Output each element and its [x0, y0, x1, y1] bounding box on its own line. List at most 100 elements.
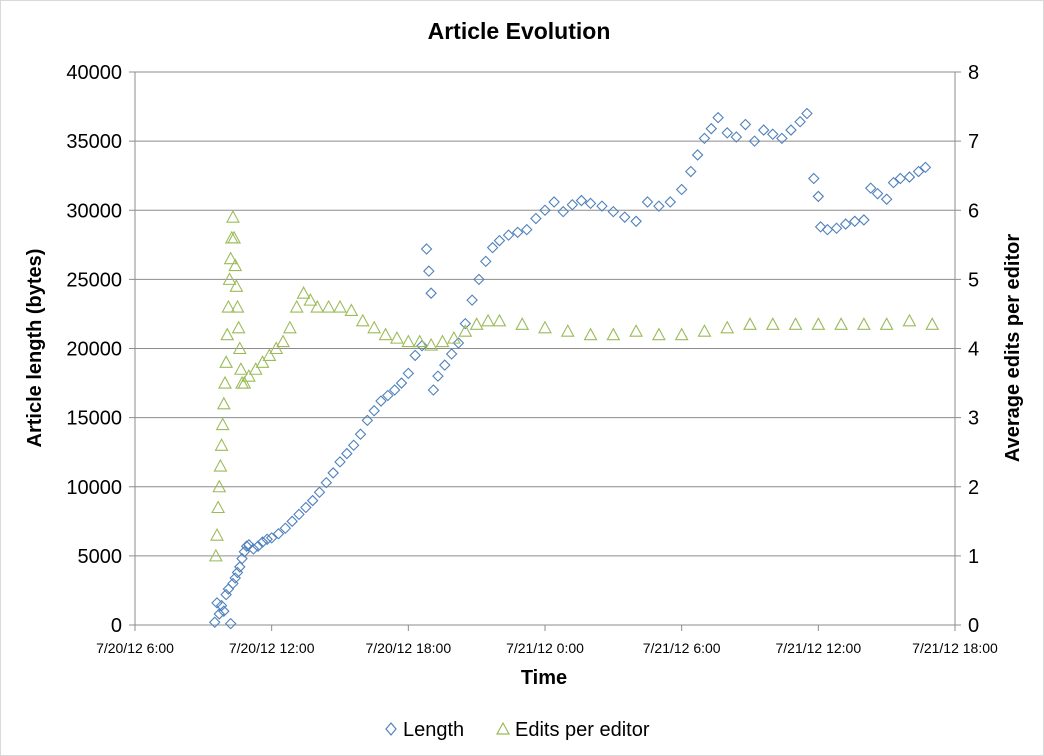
length-point — [361, 414, 374, 427]
edits-per-editor-point — [834, 317, 849, 330]
edits-per-editor-point — [222, 272, 237, 285]
length-point — [880, 193, 893, 205]
length-point — [427, 384, 440, 396]
edits-per-editor-point — [492, 313, 507, 327]
length-point — [425, 287, 437, 299]
axis-lines — [129, 71, 961, 631]
gridlines — [135, 71, 955, 557]
length-point — [445, 348, 458, 360]
length-point — [705, 122, 718, 135]
length-point — [452, 337, 465, 349]
length-point — [912, 165, 925, 178]
length-point — [279, 522, 292, 535]
length-point — [215, 599, 228, 612]
length-point — [218, 605, 230, 617]
edits-per-editor-point — [367, 320, 382, 334]
edits-per-editor-point — [355, 313, 370, 327]
length-point — [293, 508, 305, 521]
length-point — [334, 456, 346, 468]
length-point — [511, 226, 524, 239]
length-point — [252, 540, 264, 552]
edits-per-editor-point — [296, 286, 311, 299]
y2-tick-label: 5 — [968, 269, 979, 291]
length-point — [416, 339, 428, 352]
length-point — [420, 243, 433, 255]
length-point — [240, 540, 253, 552]
legend-edits-label: Edits per editor — [515, 719, 650, 741]
edits-per-editor-point — [237, 375, 252, 389]
y-tick-label: 0 — [111, 615, 122, 637]
length-point — [347, 439, 360, 452]
x-tick-label: 7/21/12 6:00 — [643, 640, 721, 656]
length-point — [830, 222, 843, 235]
legend: Length Edits per editor — [385, 719, 650, 741]
y-tick-label: 15000 — [66, 408, 122, 430]
length-point — [691, 149, 704, 161]
length-point — [839, 218, 852, 230]
length-point — [300, 501, 312, 514]
length-point — [801, 107, 813, 120]
edits-per-editor-point — [208, 548, 223, 562]
y-tick-label: 40000 — [66, 62, 122, 84]
edits-per-editor-point — [211, 500, 226, 514]
length-point — [409, 349, 421, 362]
edits-per-editor-point — [902, 313, 917, 327]
edits-per-editor-point — [856, 317, 871, 330]
length-point — [256, 536, 269, 548]
y-tick-label: 25000 — [66, 269, 122, 291]
edits-per-editor-point — [255, 355, 270, 368]
edits-per-editor-point — [241, 369, 256, 382]
edits-per-editor-point — [282, 320, 297, 334]
edits-per-editor-point — [224, 230, 239, 244]
length-point — [730, 131, 743, 143]
edits-per-editor-point — [232, 341, 247, 355]
chart-title: Article Evolution — [428, 18, 611, 44]
edits-per-editor-point — [435, 334, 450, 348]
edits-per-editor-point — [303, 292, 318, 306]
length-point — [557, 205, 570, 218]
series-edits-per-editor — [208, 210, 940, 562]
edits-per-editor-point — [424, 337, 439, 351]
y-axis-label-left: Article length (bytes) — [24, 249, 46, 448]
edits-per-editor-point — [651, 327, 666, 341]
length-point — [247, 543, 260, 555]
length-point — [871, 187, 884, 200]
length-point — [653, 200, 665, 212]
edits-per-editor-point — [743, 317, 757, 330]
y2-tick-label: 1 — [968, 546, 979, 568]
length-point — [607, 205, 620, 218]
length-point — [354, 428, 367, 440]
length-point — [596, 200, 608, 212]
y2-tick-label: 3 — [968, 408, 979, 430]
length-point — [382, 389, 394, 402]
y-tick-label: 20000 — [66, 339, 122, 361]
length-point — [272, 527, 285, 540]
length-point — [466, 294, 478, 306]
length-point — [821, 223, 834, 236]
edits-per-editor-point — [221, 299, 236, 313]
length-point — [224, 617, 237, 630]
x-tick-label: 7/21/12 0:00 — [506, 640, 584, 656]
length-point — [664, 196, 677, 208]
length-point — [618, 211, 631, 223]
length-point — [341, 447, 353, 460]
length-point — [785, 124, 797, 136]
length-point — [776, 132, 788, 145]
length-point — [757, 124, 770, 136]
length-point — [313, 486, 326, 499]
edits-per-editor-point — [458, 324, 473, 337]
edits-per-editor-point — [481, 313, 495, 327]
length-point — [473, 273, 485, 286]
edits-per-editor-point — [226, 210, 240, 223]
edits-per-editor-point — [583, 327, 598, 341]
edits-per-editor-point — [219, 355, 234, 368]
edits-per-editor-point — [229, 279, 244, 292]
edits-per-editor-point — [216, 396, 231, 410]
edits-per-editor-point — [213, 458, 228, 472]
edits-per-editor-point — [515, 317, 530, 330]
length-point — [919, 161, 932, 174]
length-point — [530, 212, 542, 225]
edits-per-editor-point — [321, 299, 336, 313]
edits-per-editor-point — [230, 299, 245, 313]
